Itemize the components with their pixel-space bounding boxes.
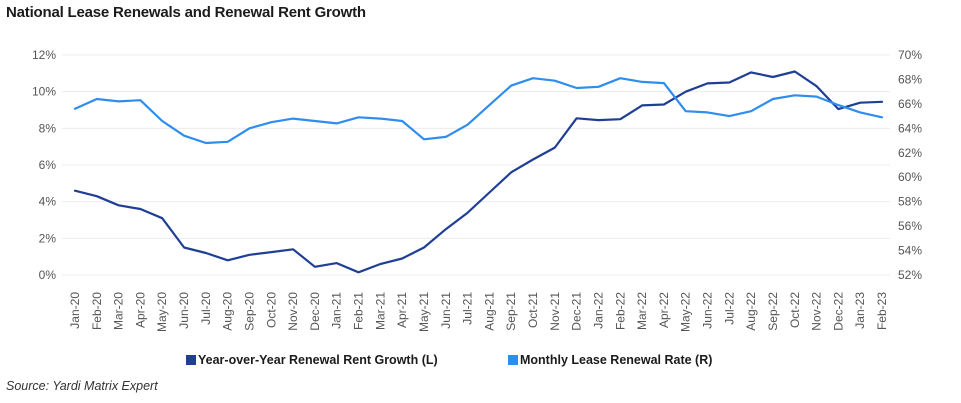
- x-tick-label: Dec-22: [831, 292, 845, 331]
- series-layer: [73, 70, 884, 274]
- x-tick-label: Jun-22: [701, 292, 715, 329]
- x-tick-label: Apr-21: [395, 292, 409, 328]
- left-tick-label: 2%: [39, 231, 57, 245]
- x-tick-label: Dec-21: [570, 292, 584, 331]
- x-tick-label: Apr-20: [133, 292, 147, 328]
- x-tick-label: Sep-22: [766, 292, 780, 331]
- left-tick-label: 10%: [32, 85, 56, 99]
- x-tick-label: Apr-22: [657, 292, 671, 328]
- chart-title: National Lease Renewals and Renewal Rent…: [6, 4, 366, 21]
- legend-item-renewal-rate: Monthly Lease Renewal Rate (R): [508, 353, 712, 367]
- x-tick-label: Jul-20: [199, 292, 213, 325]
- right-tick-label: 62%: [898, 146, 922, 160]
- x-tick-label: Jul-21: [461, 292, 475, 325]
- right-tick-label: 56%: [898, 219, 922, 233]
- x-tick-label: Jun-20: [177, 292, 191, 329]
- x-tick-label: Sep-20: [242, 292, 256, 331]
- legend-item-rent-growth: Year-over-Year Renewal Rent Growth (L): [186, 353, 438, 367]
- x-tick-label: Mar-21: [373, 292, 387, 330]
- x-tick-label: Nov-20: [286, 292, 300, 331]
- legend-swatch-renewal-rate: [508, 355, 518, 365]
- right-tick-label: 52%: [898, 268, 922, 282]
- x-axis-ticks: Jan-20 Feb-20 Mar-20 Apr-20 May-20 Jun-20 Jul-…: [68, 292, 889, 332]
- x-tick-label: Aug-21: [482, 292, 496, 331]
- right-tick-label: 64%: [898, 121, 922, 135]
- x-tick-label: Feb-21: [352, 292, 366, 330]
- left-tick-label: 0%: [39, 268, 57, 282]
- x-tick-label: Jul-22: [722, 292, 736, 325]
- legend-label-rent-growth: Year-over-Year Renewal Rent Growth (L): [198, 353, 438, 367]
- x-tick-label: May-22: [679, 292, 693, 332]
- x-tick-label: Nov-22: [810, 292, 824, 331]
- x-tick-label: Jan-21: [330, 292, 344, 329]
- x-tick-label: Feb-22: [613, 292, 627, 330]
- x-tick-label: Mar-22: [635, 292, 649, 330]
- left-tick-label: 6%: [39, 158, 57, 172]
- x-tick-label: Oct-21: [526, 292, 540, 328]
- series-line-rent-growth: [73, 70, 884, 274]
- x-tick-label: Dec-20: [308, 292, 322, 331]
- right-tick-label: 68%: [898, 72, 922, 86]
- x-tick-label: May-21: [417, 292, 431, 332]
- right-tick-label: 58%: [898, 195, 922, 209]
- legend-label-renewal-rate: Monthly Lease Renewal Rate (R): [520, 353, 713, 367]
- right-axis-ticks: 52% 54% 56% 58% 60% 62% 64% 66% 68% 70%: [898, 48, 922, 282]
- left-tick-label: 12%: [32, 48, 56, 62]
- x-tick-label: Nov-21: [548, 292, 562, 331]
- x-tick-label: Jan-22: [591, 292, 605, 329]
- source-note: Source: Yardi Matrix Expert: [6, 379, 158, 393]
- right-tick-label: 54%: [898, 244, 922, 258]
- x-tick-label: Mar-20: [112, 292, 126, 330]
- left-tick-label: 8%: [39, 121, 57, 135]
- left-tick-label: 4%: [39, 195, 57, 209]
- x-tick-label: Feb-20: [90, 292, 104, 330]
- right-tick-label: 70%: [898, 48, 922, 62]
- x-tick-label: Aug-20: [221, 292, 235, 331]
- x-tick-label: Jan-23: [853, 292, 867, 329]
- x-tick-label: Oct-22: [788, 292, 802, 328]
- right-tick-label: 60%: [898, 170, 922, 184]
- left-axis-ticks: 0% 2% 4% 6% 8% 10% 12%: [32, 48, 56, 282]
- x-tick-label: May-20: [155, 292, 169, 332]
- x-tick-label: Sep-21: [504, 292, 518, 331]
- x-tick-label: Jan-20: [68, 292, 82, 329]
- x-tick-label: Oct-20: [264, 292, 278, 328]
- x-tick-label: Feb-23: [875, 292, 889, 330]
- right-tick-label: 66%: [898, 97, 922, 111]
- gridlines: [62, 54, 890, 276]
- series-line-renewal-rate: [73, 77, 884, 145]
- legend-swatch-rent-growth: [186, 355, 196, 365]
- x-tick-label: Aug-22: [744, 292, 758, 331]
- x-tick-label: Jun-21: [439, 292, 453, 329]
